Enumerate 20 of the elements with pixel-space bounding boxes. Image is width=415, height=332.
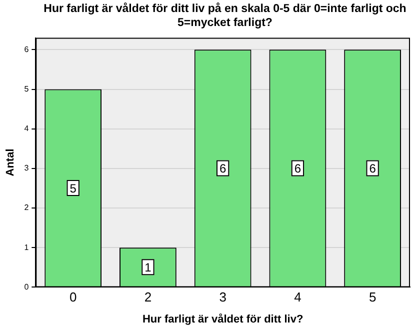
data-label: 5 xyxy=(70,181,77,196)
y-tick-label: 2 xyxy=(24,203,30,212)
x-tick-label: 0 xyxy=(69,290,77,305)
x-tick-label: 3 xyxy=(219,290,226,305)
y-tick-label: 5 xyxy=(24,84,30,94)
x-axis-title: Hur farligt är våldet för ditt liv? xyxy=(142,312,304,326)
x-tick-label: 4 xyxy=(294,290,302,305)
y-tick-label: 6 xyxy=(24,44,30,54)
y-tick-label: 0 xyxy=(24,282,30,292)
y-tick-label: 3 xyxy=(24,164,30,173)
x-tick-label: 2 xyxy=(144,290,152,305)
data-label: 6 xyxy=(369,162,376,176)
data-label: 6 xyxy=(219,162,226,176)
y-tick-label: 1 xyxy=(24,242,30,252)
y-axis-title: Antal xyxy=(4,148,17,176)
y-tick-label: 4 xyxy=(24,124,30,134)
data-label: 6 xyxy=(294,162,302,176)
x-tick-label: 5 xyxy=(368,290,376,305)
data-label: 1 xyxy=(144,260,152,274)
chart-title: Hur farligt är våldet för ditt liv på en skala 0-5 där 0=inte farligt och 5=mycket farligt? xyxy=(42,2,408,30)
